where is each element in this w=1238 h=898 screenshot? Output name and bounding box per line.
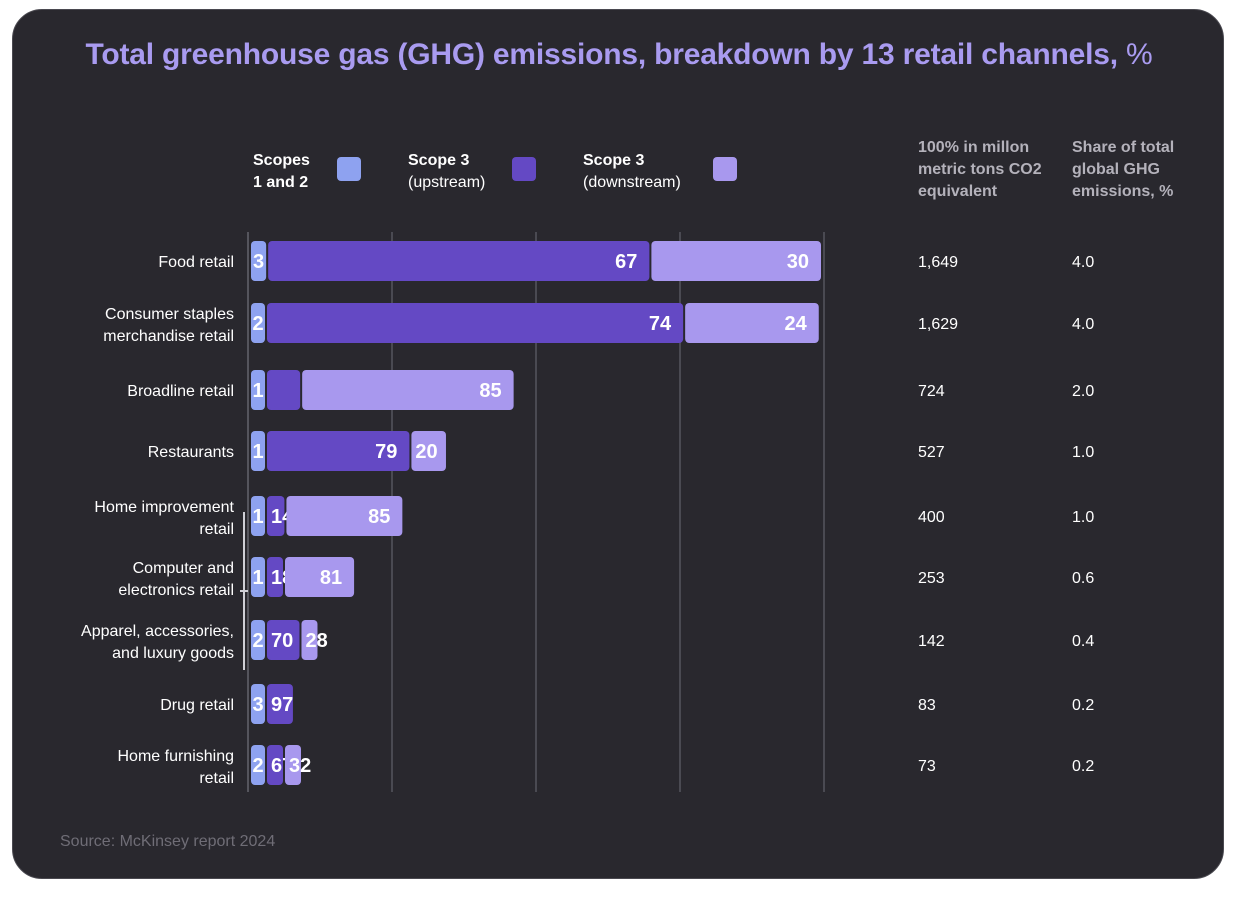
bar-value-label: 97 (271, 694, 293, 716)
table-value-mt-co2e: 400 (918, 509, 945, 526)
bar-value-label: 85 (368, 506, 390, 528)
table-value-share-global: 0.2 (1072, 758, 1094, 775)
bar-segment-scope3-downstream (285, 745, 301, 785)
title-unit: % (1126, 38, 1153, 71)
table-value-mt-co2e: 253 (918, 570, 945, 587)
bar-segment-scopes-1-2 (251, 496, 265, 536)
bar-segment-scope3-downstream (285, 557, 355, 597)
chart-card (12, 9, 1224, 879)
bar-segment-scope3-downstream (411, 431, 446, 471)
legend-label-line2: (upstream) (408, 174, 486, 191)
bar-value-label: 1 (252, 380, 263, 402)
legend-swatch-scopes-1-2 (337, 157, 361, 181)
table-value-mt-co2e: 1,649 (918, 254, 958, 271)
source-note: Source: McKinsey report 2024 (60, 833, 276, 850)
bar-segment-scopes-1-2 (251, 431, 265, 471)
table-value-share-global: 2.0 (1072, 383, 1094, 400)
bar-segment-scope3-upstream (267, 496, 285, 536)
table-value-mt-co2e: 527 (918, 444, 945, 461)
bar-value-label: 20 (415, 441, 437, 463)
bar-segment-scope3-upstream (267, 370, 301, 410)
bar-value-label: 67 (615, 251, 637, 273)
table-value-mt-co2e: 73 (918, 758, 936, 775)
bar-value-label: 1 (252, 567, 263, 589)
table-value-share-global: 1.0 (1072, 444, 1094, 461)
bar-value-label: 85 (479, 380, 501, 402)
bar-value-label: 2 (252, 313, 263, 335)
legend-item-scope3-upstream: Scope 3 (upstream) (408, 150, 485, 194)
category-label: Drug retail (160, 697, 234, 714)
table-value-mt-co2e: 1,629 (918, 316, 958, 333)
bar-segment-scopes-1-2 (251, 303, 265, 343)
bar-segment-scope3-upstream (267, 620, 300, 660)
legend-label-line2: 1 and 2 (253, 174, 309, 191)
table-value-share-global: 0.6 (1072, 570, 1094, 587)
bar-value-label: 30 (787, 251, 809, 273)
table-value-share-global: 4.0 (1072, 316, 1094, 333)
table-value-share-global: 1.0 (1072, 509, 1094, 526)
table-value-mt-co2e: 142 (918, 633, 945, 650)
bar-value-label: 3 (252, 694, 263, 716)
legend-swatch-scope3-upstream (512, 157, 536, 181)
bar-value-label: 1 (252, 441, 263, 463)
bar-value-label: 81 (320, 567, 342, 589)
column-header-mt-co2e: 100% in millon metric tons CO2 equivalent (918, 139, 1042, 200)
bar-segment-scopes-1-2 (251, 745, 265, 785)
table-value-mt-co2e: 83 (918, 697, 936, 714)
bar-value-label: 70 (271, 630, 293, 652)
bar-value-label: 32 (289, 755, 311, 777)
bar-segment-scopes-1-2 (251, 241, 267, 281)
bar-value-label: 24 (785, 313, 808, 335)
bar-value-label: 74 (649, 313, 672, 335)
table-value-share-global: 0.2 (1072, 697, 1094, 714)
legend-label-line2: (downstream) (583, 174, 681, 191)
bar-value-label: 28 (305, 630, 327, 652)
category-label: Computer and electronics retail (118, 560, 234, 599)
category-label: Food retail (158, 254, 234, 271)
category-label: Home furnishing retail (118, 748, 235, 787)
table-value-share-global: 4.0 (1072, 254, 1094, 271)
bar-segment-scope3-upstream (267, 557, 283, 597)
bar-segment-scope3-downstream (651, 241, 821, 281)
legend-item-scopes-1-2: Scopes 1 and 2 (253, 150, 310, 194)
bar-segment-scope3-upstream (267, 684, 293, 724)
bar-segment-scope3-upstream (267, 303, 684, 343)
legend-label-line1: Scopes (253, 152, 310, 169)
bar-segment-scope3-upstream (268, 241, 650, 281)
bar-segment-scopes-1-2 (251, 620, 265, 660)
bar-segment-scope3-upstream (267, 745, 283, 785)
bar-segment-scope3-downstream (301, 620, 318, 660)
legend-label-line1: Scope 3 (408, 152, 470, 169)
bar-value-label: 2 (252, 755, 263, 777)
category-label: Apparel, accessories, and luxury goods (81, 623, 234, 662)
bar-value-label: 2 (252, 630, 263, 652)
bar-value-label: 1 (252, 506, 263, 528)
legend-item-scope3-downstream: Scope 3 (downstream) (583, 150, 681, 194)
bar-segment-scopes-1-2 (251, 370, 265, 410)
bar-segment-scope3-downstream (286, 496, 403, 536)
legend-swatch-scope3-downstream (713, 157, 737, 181)
table-value-share-global: 0.4 (1072, 633, 1094, 650)
bar-value-label: 79 (375, 441, 397, 463)
column-header-share-global: Share of total global GHG emissions, % (1072, 139, 1175, 200)
bar-segment-scopes-1-2 (251, 684, 265, 724)
bar-value-label: 3 (253, 251, 264, 273)
bar-segment-scope3-downstream (685, 303, 819, 343)
bar-segment-scope3-upstream (267, 431, 410, 471)
category-label: Home improvement retail (94, 499, 234, 538)
bar-segment-scopes-1-2 (251, 557, 265, 597)
legend-label-line1: Scope 3 (583, 152, 645, 169)
chart-title: Total greenhouse gas (GHG) emissions, br… (85, 38, 1153, 71)
category-label: Broadline retail (127, 383, 234, 400)
table-value-mt-co2e: 724 (918, 383, 945, 400)
category-label: Consumer staples merchandise retail (103, 306, 234, 345)
bar-segment-scope3-downstream (302, 370, 514, 410)
category-label: Restaurants (148, 444, 234, 461)
